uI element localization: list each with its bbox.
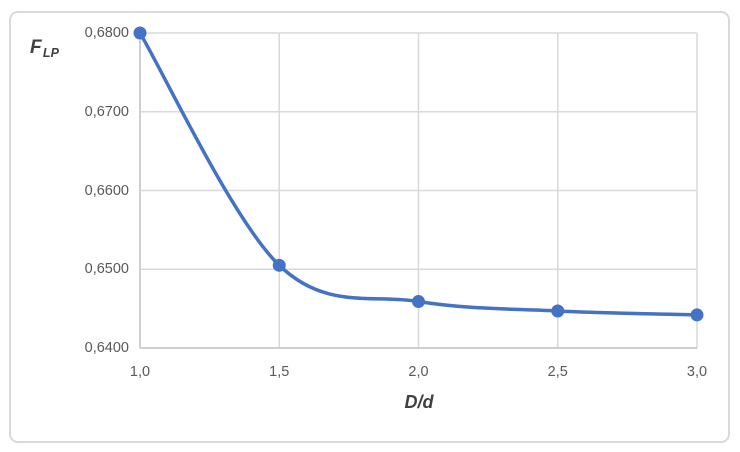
y-axis-tick-label: 0,6800: [84, 25, 129, 41]
y-axis-tick-label: 0,6500: [84, 261, 129, 278]
y-axis-tick-label: 0,6700: [84, 103, 129, 120]
x-axis-tick-label: 2,0: [408, 364, 429, 380]
y-axis-tick-label: 0,6400: [84, 340, 129, 356]
x-axis-tick-label: 1,0: [129, 364, 151, 380]
chart-frame: [9, 11, 730, 443]
x-axis-title: D/d: [404, 392, 434, 412]
y-axis-tick-label: 0,6600: [84, 182, 129, 199]
data-point-marker: [133, 26, 147, 40]
y-axis-title-subscript: LP: [42, 46, 60, 60]
x-axis-tick-label: 2,5: [547, 364, 568, 380]
data-point-marker: [690, 308, 704, 322]
data-point-marker: [412, 295, 425, 309]
y-axis-title: FLP: [30, 37, 59, 60]
y-axis-title-main: F: [30, 37, 42, 58]
data-point-marker: [551, 304, 565, 318]
x-axis-tick-label: 3,0: [686, 364, 708, 380]
data-point-marker: [272, 258, 286, 272]
x-axis-tick-label: 1,5: [269, 364, 290, 380]
series-line: [138, 31, 699, 317]
